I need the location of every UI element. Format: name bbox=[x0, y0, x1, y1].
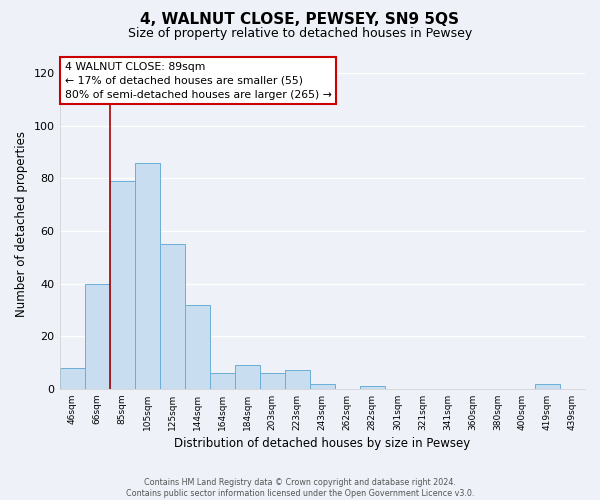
Bar bbox=[285, 370, 310, 389]
Text: 4, WALNUT CLOSE, PEWSEY, SN9 5QS: 4, WALNUT CLOSE, PEWSEY, SN9 5QS bbox=[140, 12, 460, 28]
Bar bbox=[160, 244, 185, 389]
X-axis label: Distribution of detached houses by size in Pewsey: Distribution of detached houses by size … bbox=[174, 437, 470, 450]
Text: Contains HM Land Registry data © Crown copyright and database right 2024.
Contai: Contains HM Land Registry data © Crown c… bbox=[126, 478, 474, 498]
Bar bbox=[185, 304, 209, 389]
Bar bbox=[59, 368, 85, 389]
Y-axis label: Number of detached properties: Number of detached properties bbox=[15, 132, 28, 318]
Bar bbox=[235, 365, 260, 389]
Bar bbox=[209, 373, 235, 389]
Bar bbox=[310, 384, 335, 389]
Text: 4 WALNUT CLOSE: 89sqm
← 17% of detached houses are smaller (55)
80% of semi-deta: 4 WALNUT CLOSE: 89sqm ← 17% of detached … bbox=[65, 62, 332, 100]
Bar bbox=[110, 181, 134, 389]
Bar bbox=[260, 373, 285, 389]
Bar bbox=[535, 384, 560, 389]
Bar bbox=[85, 284, 110, 389]
Bar bbox=[134, 162, 160, 389]
Bar bbox=[360, 386, 385, 389]
Text: Size of property relative to detached houses in Pewsey: Size of property relative to detached ho… bbox=[128, 28, 472, 40]
